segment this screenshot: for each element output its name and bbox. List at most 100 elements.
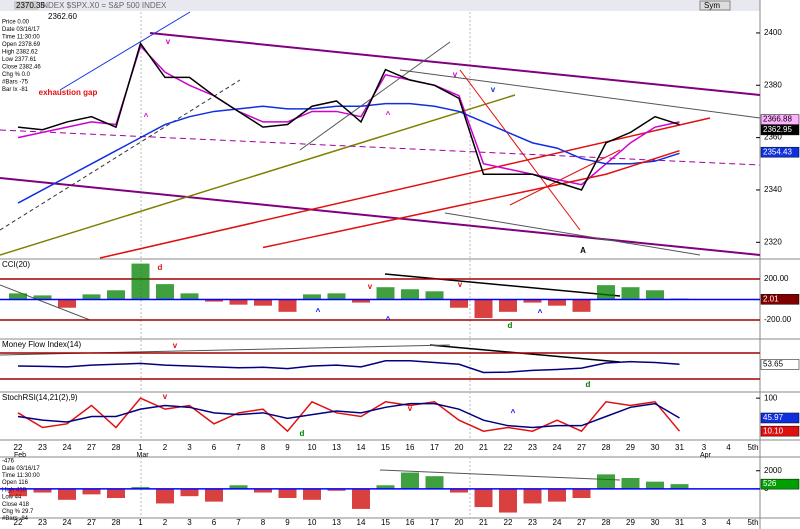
annotation: v	[491, 85, 496, 94]
annotation: v	[368, 282, 373, 291]
bar	[621, 287, 640, 300]
x-tick-label: 27	[87, 443, 96, 452]
value-marker-label: 45.97	[763, 413, 784, 422]
bar	[572, 488, 591, 498]
bar	[401, 472, 419, 489]
bar	[180, 488, 199, 497]
x-tick-label: 9	[285, 443, 290, 452]
bar	[33, 295, 52, 300]
x-tick-label: 8	[261, 518, 266, 527]
annotation: ^	[538, 308, 543, 317]
bar	[278, 488, 297, 498]
bar	[670, 484, 689, 489]
panel-title: CCI(20)	[2, 260, 30, 269]
series-line	[17, 41, 680, 191]
x-tick-label: 17	[430, 518, 439, 527]
bar	[523, 488, 542, 504]
x-tick-label: 28	[112, 518, 121, 527]
x-tick-label: 7	[236, 443, 241, 452]
bar	[450, 299, 468, 308]
info-line: Time 11:30:00	[2, 35, 40, 41]
annotation: v	[458, 280, 463, 289]
symbol-title: INDEX $SPX.X0 = S&P 500 INDEX	[40, 1, 167, 10]
value-marker-label: 10.10	[763, 426, 784, 435]
bar	[254, 299, 272, 306]
x-tick-label: 22	[504, 518, 513, 527]
info-line: Price 0.00	[2, 20, 30, 26]
bar	[107, 290, 125, 300]
bar	[597, 474, 615, 489]
series-line	[262, 149, 680, 249]
annotation: v	[408, 404, 413, 413]
bar	[425, 476, 444, 489]
bar	[229, 485, 248, 489]
x-tick-label: 24	[63, 443, 72, 452]
bar	[352, 299, 370, 303]
y-tick-label: 2340	[764, 185, 782, 194]
annotation: d	[300, 429, 305, 438]
value-marker-label: 2362.95	[763, 125, 792, 134]
annotation: ^	[316, 307, 321, 316]
info-line: Bar Ix -81	[2, 87, 29, 93]
bar	[352, 488, 370, 509]
x-tick-label: 17	[430, 443, 439, 452]
info-line: Chg % 29.7	[2, 509, 34, 515]
bar	[229, 299, 248, 305]
sym-label: Sym	[704, 1, 720, 10]
value-marker	[760, 114, 800, 125]
bar	[425, 291, 444, 300]
y-tick-label: 2380	[764, 80, 782, 89]
annotation: v	[173, 341, 178, 350]
value-marker	[760, 124, 800, 136]
bar	[597, 285, 615, 300]
x-tick-label: 23	[38, 443, 47, 452]
annotation: A	[580, 246, 586, 255]
info-line: Low 2377.61	[2, 57, 37, 63]
bar	[180, 293, 199, 300]
info-line: Open 116	[2, 480, 29, 486]
info-line: Chg % 0.0	[2, 72, 31, 78]
x-tick-label: 21	[479, 518, 488, 527]
bar	[327, 293, 346, 300]
x-tick-label: 28	[112, 443, 121, 452]
x-tick-label: 27	[87, 518, 96, 527]
x-tick-label: 27	[577, 518, 586, 527]
x-tick-label: 8	[261, 443, 266, 452]
x-tick-label: 3	[187, 443, 192, 452]
y-tick-label: 100	[764, 393, 778, 402]
x-tick-label: 15	[381, 518, 390, 527]
annotation: d	[586, 380, 591, 389]
info-line: Time 11:30:00	[2, 473, 40, 479]
info-line: #Bars -84	[2, 516, 29, 522]
x-tick-label: 2	[163, 443, 168, 452]
x-tick-label: 14	[357, 518, 366, 527]
info-line: Open 2378.69	[2, 42, 41, 48]
y-tick-label: 2360	[764, 133, 782, 142]
series-line	[17, 102, 680, 204]
bar	[474, 299, 493, 318]
x-tick-label: 29	[626, 443, 635, 452]
bar	[82, 488, 101, 495]
value-marker	[760, 359, 800, 370]
bar	[303, 294, 321, 300]
x-tick-label: 1	[138, 518, 143, 527]
bar	[548, 488, 566, 502]
x-tick-label: 5th	[747, 518, 758, 527]
info-line: High 2382.62	[2, 50, 38, 56]
x-tick-label: 22	[14, 443, 23, 452]
trend-lines	[0, 11, 761, 481]
info-line: Date 03/16/17	[2, 27, 40, 33]
x-tick-label: 16	[406, 443, 415, 452]
y-tick-label: 2320	[764, 237, 782, 246]
x-tick-label: 7	[236, 518, 241, 527]
sym-button[interactable]	[699, 0, 731, 11]
x-tick-label: 23	[38, 518, 47, 527]
x-tick-label: 10	[308, 518, 317, 527]
x-tick-label: 14	[357, 443, 366, 452]
series-line	[17, 360, 680, 374]
annotation: d	[158, 263, 163, 272]
annotation: d	[508, 321, 513, 330]
bar	[572, 299, 591, 312]
